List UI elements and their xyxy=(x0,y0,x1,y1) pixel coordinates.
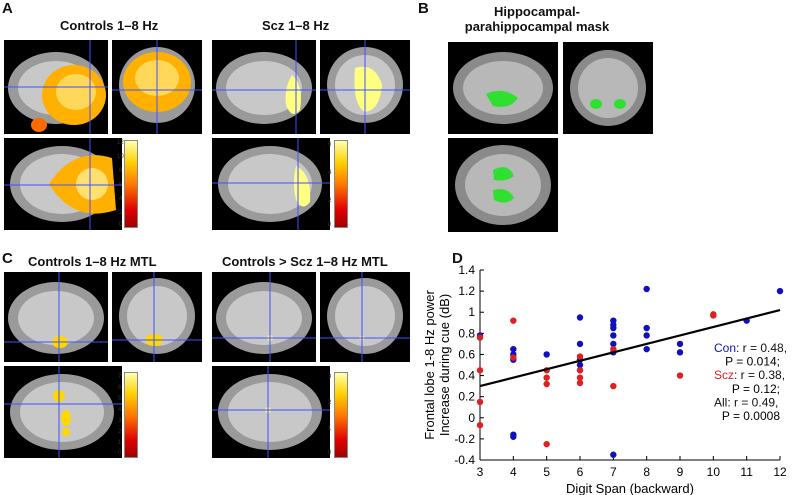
data-point xyxy=(576,379,584,387)
data-point xyxy=(610,451,617,458)
brain-sagittal-c-controls xyxy=(4,272,108,362)
data-point xyxy=(610,332,617,339)
stat-line: Scz: r = 0.38, xyxy=(714,368,785,382)
x-axis-label: Digit Span (backward) xyxy=(566,481,694,495)
data-point xyxy=(676,372,684,379)
panel-b-title-line2: parahippocampal mask xyxy=(464,19,610,34)
stats-annotations: Con: r = 0.48,P = 0.014;Scz: r = 0.38,P … xyxy=(714,341,787,423)
colorbar-a-scz xyxy=(334,140,348,228)
brain-axial-scz xyxy=(212,138,330,230)
x-tick-label: 11 xyxy=(740,465,753,479)
data-point xyxy=(543,440,550,448)
y-tick-label: 0.6 xyxy=(458,347,475,361)
fit-line xyxy=(479,309,781,388)
data-point xyxy=(676,349,684,356)
y-tick-label: 0.4 xyxy=(458,369,475,383)
brain-coronal-c-diff xyxy=(320,272,410,362)
brain-axial-c-controls xyxy=(4,366,122,458)
y-axis-label-line2: Increase during cue (dB) xyxy=(437,294,452,436)
data-point xyxy=(476,334,484,341)
chart-ticks: 3 4 5 6 7 8 9 10 11 12 -0.4 -0.2 0 0.2 0.4 0.6 0.8 1 1.2 1.… xyxy=(454,263,787,479)
colorbar-a-controls xyxy=(124,140,138,228)
y-tick-label: 1.2 xyxy=(458,284,475,298)
data-point xyxy=(476,398,484,406)
stat-pvalue: P = 0.0008 xyxy=(722,409,780,423)
brain-sagittal-scz xyxy=(212,40,316,134)
x-tick-label: 8 xyxy=(643,465,650,479)
data-point xyxy=(510,433,517,440)
data-point xyxy=(576,374,584,381)
data-point xyxy=(543,374,550,381)
brain-coronal-scz xyxy=(320,40,410,134)
brain-sagittal-controls xyxy=(4,40,108,134)
data-point xyxy=(710,312,717,319)
panel-b-label: B xyxy=(418,0,429,17)
y-tick-label: 1.4 xyxy=(458,263,475,277)
x-tick-label: 5 xyxy=(543,465,550,479)
brain-axial-mask xyxy=(448,138,558,232)
panel-b-title-line1: Hippocampal- xyxy=(494,4,580,19)
brain-sagittal-mask xyxy=(448,42,558,134)
data-point xyxy=(643,332,650,339)
data-point xyxy=(610,340,617,348)
data-point xyxy=(610,382,617,390)
data-point xyxy=(576,367,584,374)
data-point xyxy=(543,380,550,388)
data-point xyxy=(510,345,517,353)
panel-b-title: Hippocampal- parahippocampal mask xyxy=(462,4,612,34)
y-tick-label: -0.4 xyxy=(454,453,475,467)
panel-c-label: C xyxy=(2,250,13,267)
y-tick-label: 0.2 xyxy=(458,390,475,404)
brain-axial-controls xyxy=(4,138,122,230)
x-tick-label: 3 xyxy=(477,465,484,479)
data-point xyxy=(576,353,584,360)
brain-axial-c-diff xyxy=(212,366,330,458)
x-tick-label: 10 xyxy=(707,465,721,479)
brain-sagittal-c-diff xyxy=(212,272,316,362)
stat-pvalue: P = 0.12; xyxy=(732,382,780,396)
data-point xyxy=(476,367,484,374)
brain-coronal-controls xyxy=(112,40,202,134)
data-point xyxy=(576,340,584,348)
y-axis-label-line1: Frontal lobe 1-8 Hz power xyxy=(422,290,437,440)
panel-a-title-controls: Controls 1–8 Hz xyxy=(60,18,159,33)
data-point xyxy=(576,314,584,321)
x-tick-label: 4 xyxy=(510,465,517,479)
brain-coronal-c-controls xyxy=(112,272,202,362)
scatter-chart: 3 4 5 6 7 8 9 10 11 12 -0.4 -0.2 0 0.2 0.4 0.6 0.8 1 1.2 1.… xyxy=(422,263,787,495)
panel-c-title-controls-vs-scz: Controls > Scz 1–8 Hz MTL xyxy=(222,254,388,269)
panel-a-title-scz: Scz 1–8 Hz xyxy=(262,18,330,33)
colorbar-c-diff xyxy=(334,372,348,458)
data-point xyxy=(510,317,517,324)
x-tick-label: 7 xyxy=(610,465,617,479)
stat-line: Con: r = 0.48, xyxy=(714,341,787,355)
data-point xyxy=(610,324,617,332)
data-point xyxy=(576,361,584,369)
data-point xyxy=(510,354,517,361)
data-point xyxy=(610,345,617,353)
x-tick-label: 12 xyxy=(773,465,787,479)
data-point xyxy=(643,345,650,353)
x-tick-label: 9 xyxy=(677,465,684,479)
panel-a-label: A xyxy=(2,0,13,17)
stat-pvalue: P = 0.014; xyxy=(725,355,780,369)
data-point xyxy=(643,324,650,332)
y-tick-label: 0.8 xyxy=(458,326,475,340)
y-tick-label: -0.2 xyxy=(454,432,475,446)
panel-d-label: D xyxy=(452,250,463,267)
data-point xyxy=(676,340,684,348)
stat-line: All: r = 0.49, xyxy=(714,395,778,409)
data-point xyxy=(776,287,784,295)
colorbar-c-controls xyxy=(124,372,138,458)
panel-c-title-controls: Controls 1–8 Hz MTL xyxy=(28,254,157,269)
data-point xyxy=(476,421,484,429)
x-tick-label: 6 xyxy=(577,465,584,479)
y-tick-label: 1 xyxy=(468,305,475,319)
data-point xyxy=(643,285,650,293)
data-point xyxy=(543,351,550,358)
brain-coronal-mask xyxy=(563,42,653,134)
y-tick-label: 0 xyxy=(468,411,475,425)
